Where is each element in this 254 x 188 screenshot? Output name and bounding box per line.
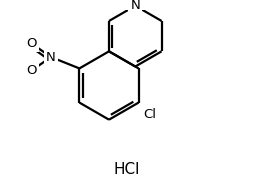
Text: Cl: Cl <box>143 108 156 121</box>
Text: N: N <box>46 51 56 64</box>
Text: N: N <box>130 0 140 12</box>
Text: HCl: HCl <box>113 161 140 177</box>
Text: O: O <box>27 37 37 50</box>
Text: O: O <box>27 64 37 77</box>
